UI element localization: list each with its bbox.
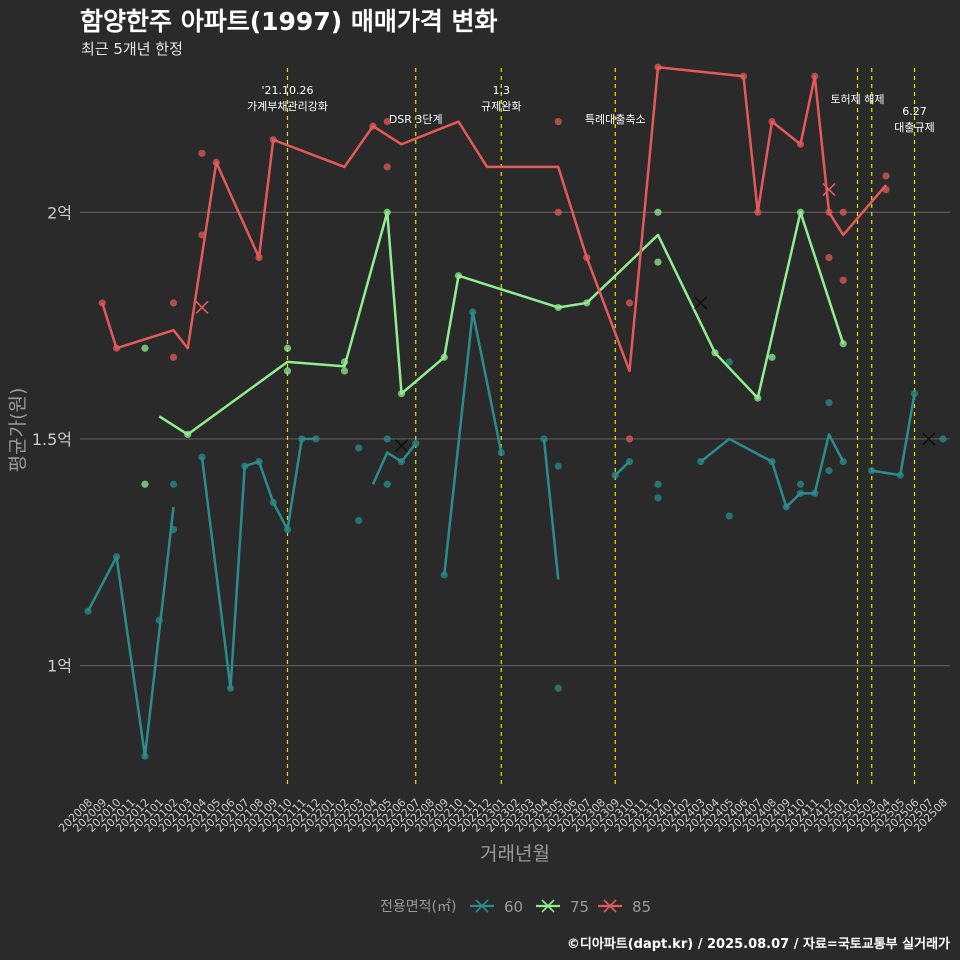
marked-points [195, 183, 936, 453]
data-point [554, 118, 562, 126]
series-line [101, 65, 887, 373]
event-label: '21.10.26 [261, 84, 313, 97]
legend-label: 75 [570, 898, 589, 916]
data-point [383, 163, 391, 171]
x-axis: 2020082020092020102020112020122021012021… [56, 796, 950, 835]
event-label: 특례대출축소 [585, 113, 646, 126]
data-point [554, 684, 562, 692]
data-point [340, 367, 349, 375]
data-point [625, 435, 634, 443]
series-line [699, 433, 845, 509]
chart-subtitle: 최근 5개년 한정 [81, 40, 183, 58]
data-point [625, 299, 634, 307]
legend-cross-icon [541, 899, 555, 913]
x-marker [394, 439, 409, 453]
y-axis: 1억 1.5억 2억 [32, 203, 72, 675]
series-line [86, 506, 175, 758]
data-point [654, 258, 662, 266]
data-point [725, 512, 733, 520]
data-point [355, 444, 363, 452]
data-point [796, 480, 805, 488]
data-point [554, 462, 562, 470]
y-tick-label: 2억 [47, 203, 72, 222]
event-label: 대출규제 [894, 121, 934, 134]
data-point [654, 208, 662, 216]
series-line [371, 442, 417, 485]
legend-cross-icon [603, 899, 617, 913]
data-point [654, 480, 662, 488]
series-line [542, 438, 560, 580]
data-point [198, 149, 206, 157]
legend-label: 60 [504, 898, 523, 916]
data-point [839, 276, 847, 284]
data-point [283, 367, 292, 375]
series-lines [86, 65, 916, 758]
data-point [169, 480, 178, 488]
y-tick-label: 1.5억 [32, 430, 72, 449]
data-point [654, 494, 662, 502]
series-line [158, 211, 845, 436]
data-point [383, 118, 391, 126]
data-point [169, 299, 178, 307]
data-point [839, 208, 847, 216]
data-point [825, 399, 833, 407]
gridlines [80, 211, 950, 667]
x-marker [694, 296, 708, 310]
legend: 전용면적(㎡) 60 75 85 [380, 898, 651, 916]
event-label: 6.27 [902, 105, 927, 118]
event-label: 1.3 [493, 84, 511, 97]
series-line [614, 460, 631, 477]
x-axis-title: 거래년월 [480, 843, 550, 865]
data-point [383, 480, 391, 488]
data-point [725, 358, 733, 366]
x-marker [195, 300, 209, 315]
data-point [882, 172, 890, 180]
event-label: 규제완화 [481, 100, 521, 113]
data-point [355, 516, 363, 525]
caption: ©디아파트(dapt.kr) / 2025.08.07 / 자료=국토교통부 실… [566, 937, 950, 952]
series-line [871, 393, 916, 477]
data-point [141, 344, 149, 352]
legend-label: 85 [632, 898, 651, 916]
legend-cross-icon [475, 899, 489, 913]
x-marker [822, 183, 836, 197]
event-label: DSR 3단계 [389, 113, 443, 126]
series-line [443, 310, 503, 576]
data-point [383, 435, 391, 443]
data-point [169, 353, 178, 361]
x-marker [922, 432, 936, 446]
data-point [825, 467, 833, 475]
event-label: 토허제 해제 [830, 92, 884, 106]
data-point [939, 435, 947, 443]
data-point [768, 353, 776, 361]
event-label: 가계부채관리강화 [247, 100, 328, 113]
data-point [141, 480, 149, 488]
series-line [200, 437, 316, 690]
data-point [554, 208, 562, 216]
chart-title: 함양한주 아파트(1997) 매매가격 변화 [80, 7, 498, 36]
data-point [283, 344, 292, 352]
y-axis-title: 평균가(원) [7, 388, 29, 473]
legend-title: 전용면적(㎡) [380, 899, 456, 915]
y-tick-label: 1억 [47, 657, 72, 676]
data-point [825, 254, 833, 262]
